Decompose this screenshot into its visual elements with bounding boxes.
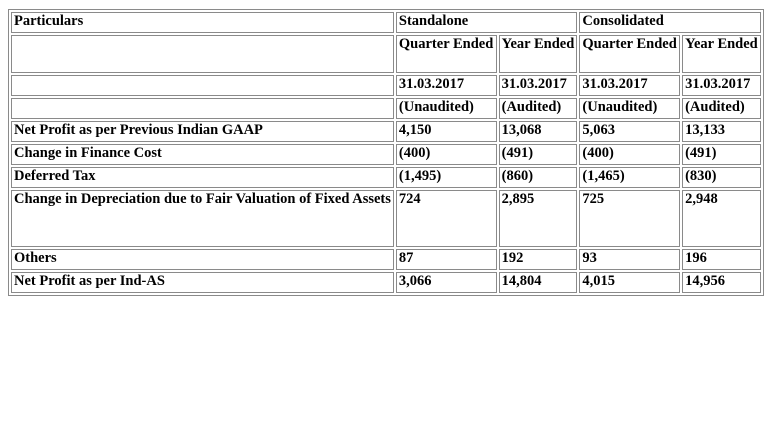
value-cell: 3,066 (395, 272, 497, 293)
value-cell: 2,895 (498, 190, 578, 247)
value-cell: 14,956 (682, 272, 761, 293)
row-label: Net Profit as per Previous Indian GAAP (11, 121, 394, 142)
table-row: Change in Depreciation due to Fair Valua… (11, 190, 761, 247)
reconciliation-table: Particulars Standalone Consolidated Quar… (8, 9, 764, 296)
date-cell: 31.03.2017 (395, 75, 497, 96)
row-label: Change in Finance Cost (11, 144, 394, 165)
status-cell: (Unaudited) (395, 98, 497, 119)
value-cell: 192 (498, 249, 578, 270)
value-cell: 724 (395, 190, 497, 247)
value-cell: (860) (498, 167, 578, 188)
table-row: Change in Finance Cost (400) (491) (400)… (11, 144, 761, 165)
subheader-row: Quarter Ended Year Ended Quarter Ended Y… (11, 35, 761, 73)
value-cell: 14,804 (498, 272, 578, 293)
row-label: Change in Depreciation due to Fair Valua… (11, 190, 394, 247)
status-cell: (Unaudited) (579, 98, 681, 119)
standalone-quarter-header: Quarter Ended (395, 35, 497, 73)
blank-cell (11, 98, 394, 119)
value-cell: (1,495) (395, 167, 497, 188)
row-label: Deferred Tax (11, 167, 394, 188)
value-cell: 725 (579, 190, 681, 247)
table-row: Net Profit as per Ind-AS 3,066 14,804 4,… (11, 272, 761, 293)
value-cell: 4,015 (579, 272, 681, 293)
consolidated-quarter-header: Quarter Ended (579, 35, 681, 73)
blank-cell (11, 35, 394, 73)
date-cell: 31.03.2017 (579, 75, 681, 96)
value-cell: 196 (682, 249, 761, 270)
value-cell: (400) (579, 144, 681, 165)
consolidated-header: Consolidated (579, 12, 761, 33)
row-label: Net Profit as per Ind-AS (11, 272, 394, 293)
date-cell: 31.03.2017 (682, 75, 761, 96)
table-row: Others 87 192 93 196 (11, 249, 761, 270)
header-row: Particulars Standalone Consolidated (11, 12, 761, 33)
value-cell: 5,063 (579, 121, 681, 142)
row-label: Others (11, 249, 394, 270)
value-cell: 4,150 (395, 121, 497, 142)
date-row: 31.03.2017 31.03.2017 31.03.2017 31.03.2… (11, 75, 761, 96)
status-cell: (Audited) (682, 98, 761, 119)
value-cell: (491) (682, 144, 761, 165)
audit-status-row: (Unaudited) (Audited) (Unaudited) (Audit… (11, 98, 761, 119)
particulars-header: Particulars (11, 12, 394, 33)
value-cell: (400) (395, 144, 497, 165)
standalone-year-header: Year Ended (498, 35, 578, 73)
value-cell: (1,465) (579, 167, 681, 188)
table-row: Net Profit as per Previous Indian GAAP 4… (11, 121, 761, 142)
status-cell: (Audited) (498, 98, 578, 119)
value-cell: (830) (682, 167, 761, 188)
value-cell: 13,133 (682, 121, 761, 142)
value-cell: 13,068 (498, 121, 578, 142)
value-cell: 93 (579, 249, 681, 270)
value-cell: 87 (395, 249, 497, 270)
standalone-header: Standalone (395, 12, 578, 33)
consolidated-year-header: Year Ended (682, 35, 761, 73)
blank-cell (11, 75, 394, 96)
table-row: Deferred Tax (1,495) (860) (1,465) (830) (11, 167, 761, 188)
value-cell: (491) (498, 144, 578, 165)
date-cell: 31.03.2017 (498, 75, 578, 96)
value-cell: 2,948 (682, 190, 761, 247)
